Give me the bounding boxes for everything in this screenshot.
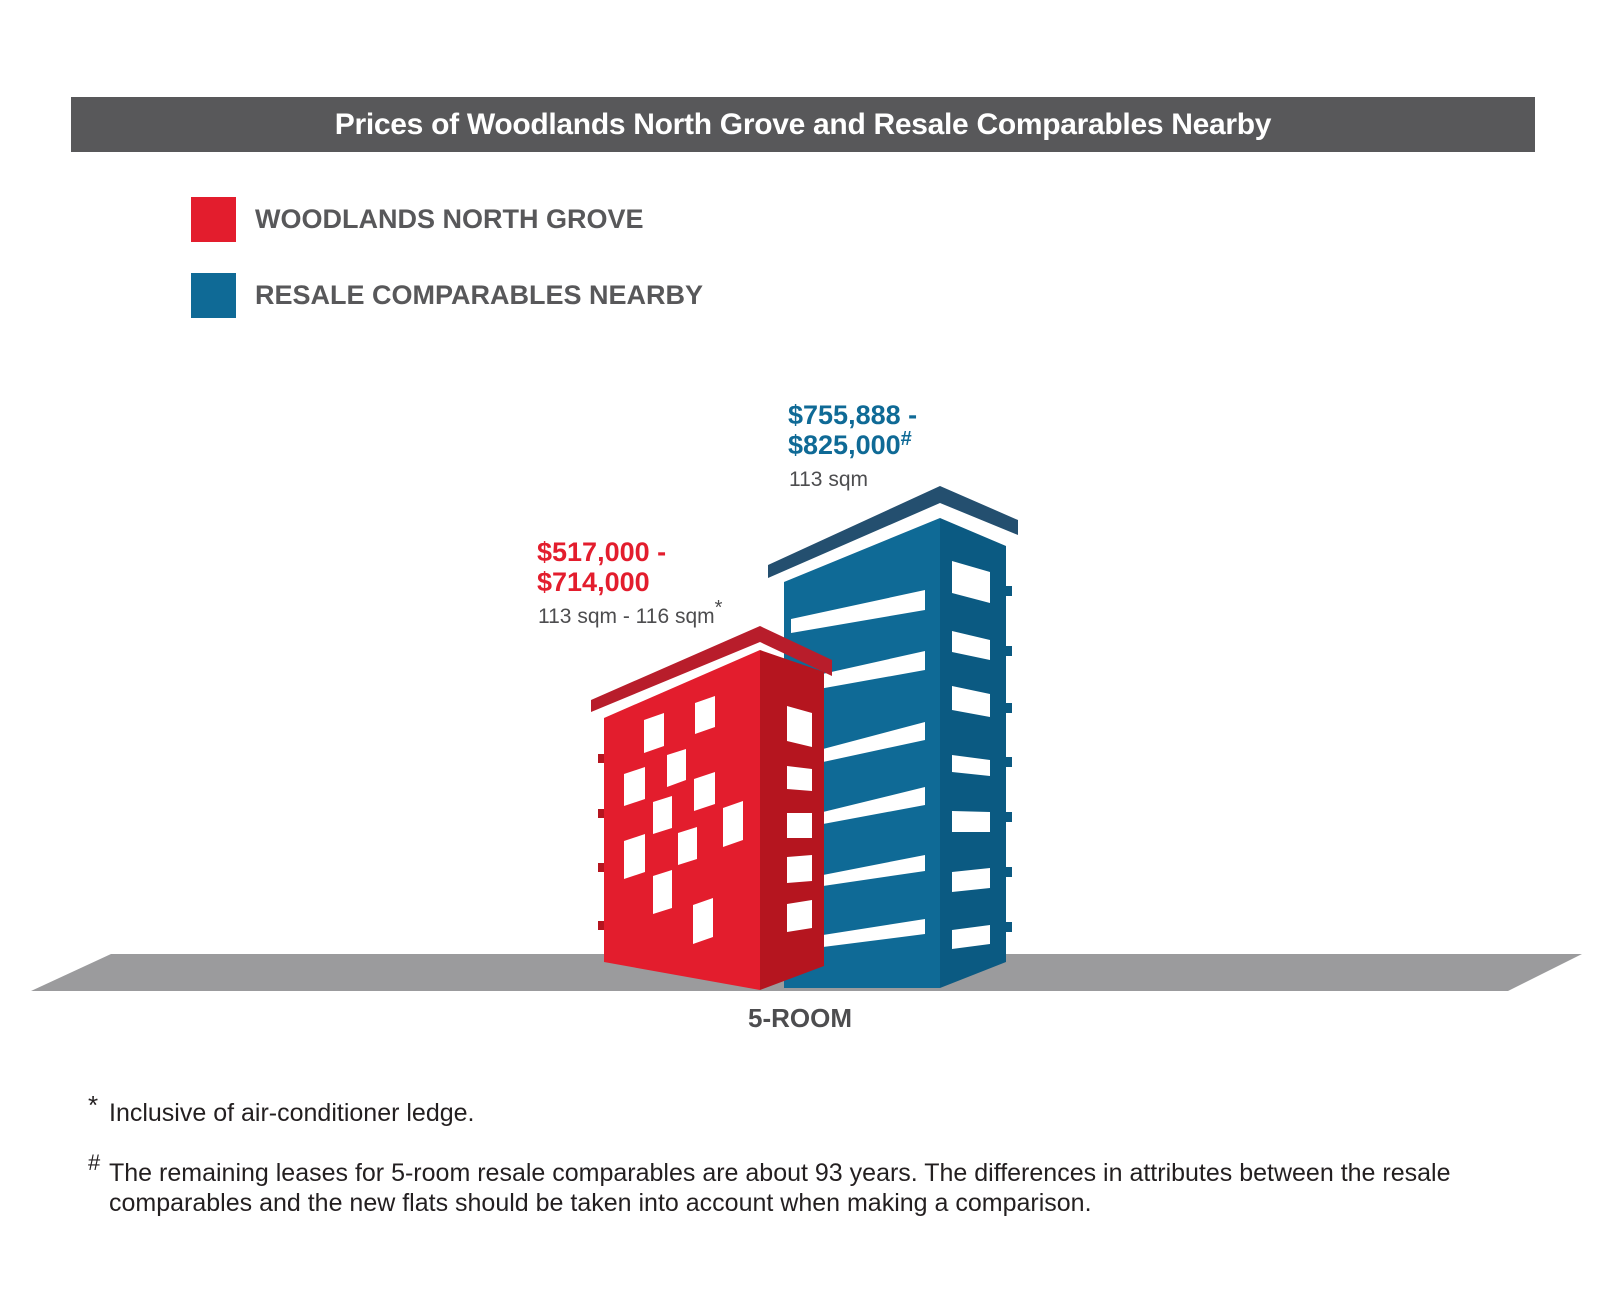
legend-swatch-blue xyxy=(191,273,236,318)
blue-building-roof xyxy=(768,486,1018,578)
price-label-woodlands: $517,000 - $714,000 xyxy=(537,537,666,597)
legend-swatch-red xyxy=(191,197,236,242)
price-resale-line2-text: $825,000 xyxy=(788,430,901,460)
area-woodlands-mark: * xyxy=(714,597,723,619)
price-label-resale: $755,888 - $825,000# xyxy=(788,400,917,460)
chart-title: Prices of Woodlands North Grove and Resa… xyxy=(71,97,1535,152)
legend-label-woodlands: WOODLANDS NORTH GROVE xyxy=(255,204,644,234)
red-side-windows xyxy=(787,706,812,932)
legend-item-woodlands: WOODLANDS NORTH GROVE xyxy=(191,197,644,242)
price-woodlands-line1: $517,000 - xyxy=(537,537,667,567)
legend-label-resale: RESALE COMPARABLES NEARBY xyxy=(255,280,704,310)
footnote-hash-mark: # xyxy=(88,1150,101,1175)
x-axis-category-label: 5-ROOM xyxy=(748,1003,852,1033)
price-woodlands-line2: $714,000 xyxy=(537,567,650,597)
footnote-asterisk-text: Inclusive of air-conditioner ledge. xyxy=(109,1099,475,1127)
price-resale-mark: # xyxy=(900,428,912,450)
legend-item-resale: RESALE COMPARABLES NEARBY xyxy=(191,273,703,318)
bar-resale-building xyxy=(768,486,1018,988)
area-woodlands-text: 113 sqm - 116 sqm xyxy=(538,605,715,628)
area-label-resale: 113 sqm xyxy=(789,468,868,492)
blue-side-windows xyxy=(952,561,990,949)
blue-front-windows xyxy=(791,590,925,947)
footnote-hash: # The remaining leases for 5-room resale… xyxy=(88,1150,1528,1218)
red-building-roof xyxy=(591,626,832,712)
footnote-asterisk-mark: * xyxy=(88,1090,99,1120)
price-resale-line1: $755,888 - xyxy=(788,400,918,430)
footnote-asterisk: * Inclusive of air-conditioner ledge. xyxy=(88,1090,1548,1128)
red-front-ledges xyxy=(598,754,604,930)
blue-side-ledges xyxy=(1006,586,1012,932)
area-label-woodlands: 113 sqm - 116 sqm* xyxy=(538,598,722,629)
area-resale-text: 113 sqm xyxy=(789,468,868,491)
price-resale-line2: $825,000# xyxy=(788,428,917,460)
red-building-front xyxy=(604,650,760,990)
red-front-windows xyxy=(624,696,743,944)
footnote-hash-text: The remaining leases for 5-room resale c… xyxy=(109,1159,1451,1217)
bar-woodlands-building xyxy=(591,626,832,990)
